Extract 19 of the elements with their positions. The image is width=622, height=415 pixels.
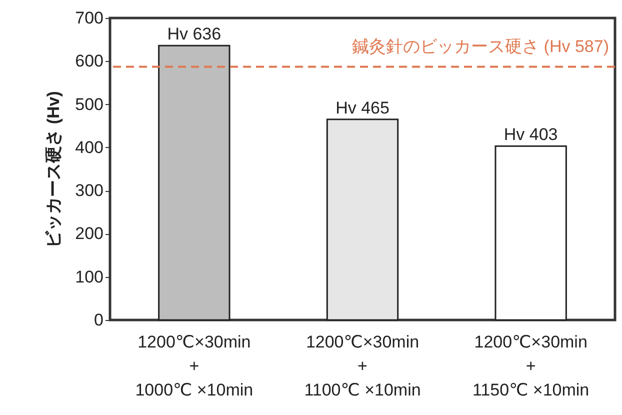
y-tick-label: 600 [75, 52, 104, 71]
y-tick-label: 400 [75, 138, 104, 157]
data-label: Hv 465 [336, 98, 390, 118]
y-tick-label: 700 [75, 8, 104, 28]
y-tick-label: 500 [75, 94, 104, 114]
y-tick-label: 0 [94, 310, 104, 330]
bar [158, 44, 230, 321]
y-tick-label: 300 [75, 181, 104, 200]
x-tick-label: 1200℃×30min + 1000℃ ×10min [135, 332, 254, 400]
bar [326, 118, 399, 321]
y-axis-title: ビッカース硬さ (Hv) [44, 91, 64, 248]
y-tick-label: 100 [75, 267, 104, 286]
y-tick-label: 200 [75, 224, 104, 244]
x-tick-label: 1200℃×30min + 1100℃ ×10min [304, 332, 421, 400]
ref-line-label: 鍼灸針のビッカース硬さ (Hv 587) [352, 36, 609, 56]
data-label: Hv 636 [167, 24, 222, 44]
data-label: Hv 403 [504, 125, 558, 144]
bar [494, 145, 567, 321]
x-tick-label: 1200℃×30min + 1150℃ ×10min [472, 332, 590, 400]
